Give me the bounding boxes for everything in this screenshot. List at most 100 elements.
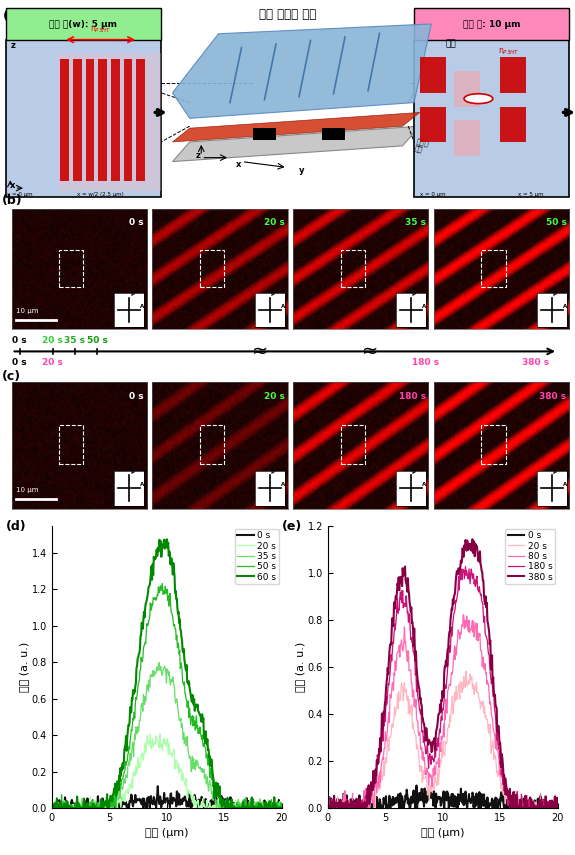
0 s [352,797,359,807]
0 s [49,803,56,813]
20 s [49,803,56,813]
0 s [493,795,500,805]
Bar [124,59,132,181]
Bar [60,59,69,181]
Text: A: A [563,482,568,487]
Text: 20 s: 20 s [264,392,285,401]
Text: 50 s: 50 s [546,218,566,227]
0 s [400,803,407,813]
Line: 0 s: 0 s [328,786,558,808]
0 s [413,781,420,791]
Text: 35 s: 35 s [405,218,426,227]
35 s [278,802,285,812]
Text: 채널 폭: 10 μm: 채널 폭: 10 μm [463,21,520,29]
0 s [194,799,201,810]
Bar [500,107,526,142]
X-axis label: 거리 (μm): 거리 (μm) [421,828,465,839]
180 s [400,603,407,613]
60 s [194,699,201,710]
Line: 80 s: 80 s [328,615,558,808]
Bar [200,425,224,464]
Bar [59,425,83,464]
Text: 10 μm: 10 μm [16,308,38,315]
Text: ≈: ≈ [362,342,378,361]
80 s [492,744,499,754]
35 s [194,756,201,766]
60 s [217,792,224,802]
Text: A: A [422,482,427,487]
50 s [278,803,285,813]
Bar [420,57,446,93]
50 s [194,723,201,734]
50 s [48,803,55,813]
Line: 0 s: 0 s [52,787,282,808]
Bar [322,128,345,140]
50 s [76,803,83,813]
Polygon shape [172,113,420,142]
180 s [462,562,469,572]
Text: (b): (b) [2,194,23,208]
Text: x = 0 μm: x = 0 μm [7,192,33,197]
20 s [48,794,55,805]
Text: A: A [422,304,427,309]
Text: x = 5 μm: x = 5 μm [518,192,543,197]
Text: y: y [299,167,305,175]
80 s [491,728,498,739]
20 s [325,803,332,813]
380 s [416,684,423,694]
Bar [73,59,82,181]
Text: 50 s: 50 s [87,335,108,345]
80 s [415,730,422,740]
Y-axis label: 세기 (a. u.): 세기 (a. u.) [19,642,29,692]
380 s [493,702,500,712]
20 s [140,755,147,765]
0 s [217,798,224,808]
380 s [400,570,407,581]
0 s [416,789,423,799]
Text: 10 μm: 10 μm [16,486,38,492]
Bar [111,59,120,181]
Line: 180 s: 180 s [328,567,558,808]
Text: 0 s: 0 s [129,392,144,401]
Polygon shape [172,24,431,118]
20 s [124,788,131,799]
0 s [326,803,333,813]
380 s [554,803,561,813]
20 s [278,803,285,813]
Bar [136,59,145,181]
0 s [554,803,561,813]
20 s [194,798,201,808]
380 s [469,534,476,545]
Text: 20 s: 20 s [43,335,63,345]
80 s [352,803,359,813]
20 s [463,666,470,676]
0 s [154,781,161,792]
Line: 35 s: 35 s [52,663,282,808]
20 s [493,758,500,768]
Text: z: z [196,150,200,160]
Bar [59,250,83,287]
Circle shape [464,94,493,103]
Text: (c): (c) [2,369,21,383]
Bar [420,107,446,142]
60 s [278,803,285,813]
80 s [460,610,467,620]
Text: 고분자
용액: 고분자 용액 [414,138,430,155]
Text: 공기: 공기 [446,39,457,49]
Text: P: P [130,292,134,298]
X-axis label: 거리 (μm): 거리 (μm) [145,828,189,839]
Text: 20 s: 20 s [43,358,63,368]
0 s [48,797,55,807]
Text: (a): (a) [3,10,23,23]
0 s [76,803,83,813]
80 s [554,803,561,813]
35 s [217,795,224,805]
180 s [324,799,331,809]
Line: 20 s: 20 s [52,734,282,808]
Text: 20 s: 20 s [264,218,285,227]
Text: A: A [281,482,286,487]
60 s [48,796,55,806]
Text: 채널 폭(w): 5 μm: 채널 폭(w): 5 μm [49,21,117,29]
Line: 60 s: 60 s [52,540,282,808]
Text: P: P [553,292,557,298]
